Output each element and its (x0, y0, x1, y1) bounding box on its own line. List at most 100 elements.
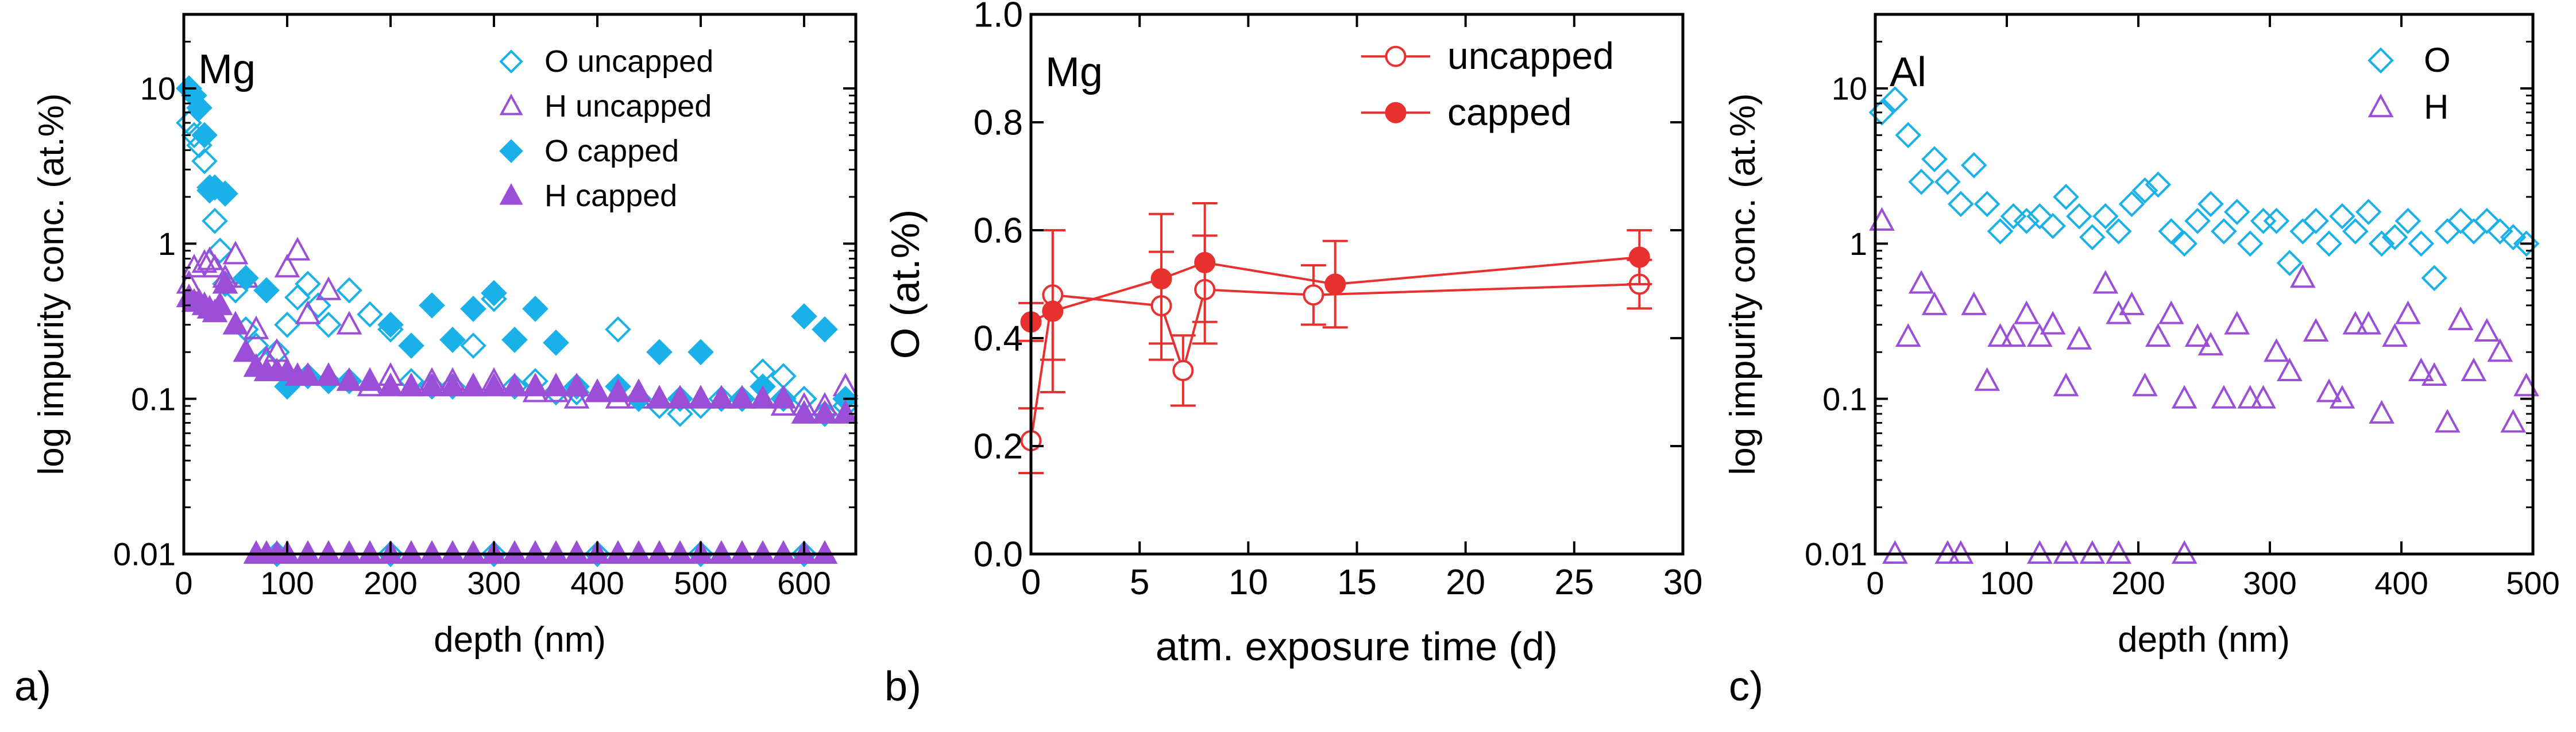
data-point (2395, 207, 2421, 234)
data-point (1934, 168, 1961, 195)
panel-c-ticks: 0 100 200 300 400 500 0.01 0.1 1 10 (1805, 13, 2560, 601)
data-point (2171, 230, 2197, 257)
legend-entry-o-capped: O capped (499, 134, 679, 168)
data-point (646, 385, 673, 409)
data-point (563, 385, 590, 409)
data-point (2131, 177, 2158, 204)
legend-label: O uncapped (544, 44, 713, 79)
panel-a-ticks: 0 100 200 300 400 500 600 0.01 0.1 1 10 (113, 13, 856, 601)
data-point (243, 315, 269, 339)
data-point (2066, 326, 2092, 350)
x-tick-label: 15 (1337, 563, 1377, 602)
x-tick-label: 0 (1866, 565, 1884, 601)
data-point (1948, 191, 1974, 218)
data-point (2303, 317, 2329, 342)
data-point (1895, 122, 1922, 149)
data-point (1961, 291, 1987, 315)
x-tick-label: 0 (1021, 563, 1041, 602)
y-tick-label: 0.01 (113, 536, 176, 572)
data-point (1987, 218, 2014, 245)
data-point (2264, 338, 2289, 362)
panel-a-y-axis-label: log impurity conc. (at.%) (32, 94, 71, 475)
series-h-capped (176, 270, 859, 564)
x-tick-label: 200 (364, 565, 417, 601)
data-point (2197, 331, 2224, 356)
data-point (419, 292, 445, 319)
data-point (419, 373, 445, 397)
data-point (2303, 207, 2329, 234)
data-point (2461, 357, 2487, 382)
data-point (460, 332, 486, 359)
data-point (2434, 409, 2461, 433)
data-point (1974, 367, 2000, 391)
data-point (2474, 317, 2500, 342)
y-tick-label: 0.0 (974, 535, 1023, 575)
data-point (274, 254, 300, 278)
legend-marker (2368, 47, 2394, 74)
y-tick-label: 1 (158, 226, 176, 262)
data-point (1921, 146, 1948, 173)
legend-entry-o: O (2368, 41, 2451, 79)
data-point (2119, 291, 2145, 315)
x-tick-label: 30 (1663, 563, 1703, 602)
data-point (605, 378, 631, 402)
y-tick-label: 0.8 (974, 103, 1023, 143)
data-point (2368, 230, 2395, 257)
data-point (191, 122, 218, 149)
data-point (2026, 323, 2053, 347)
y-tick-label: 1.0 (974, 0, 1023, 35)
x-tick-label: 400 (2374, 565, 2428, 601)
panel-c-label: c) (1729, 664, 1763, 710)
data-point (2237, 230, 2264, 257)
panel-c-legend: OH (2368, 41, 2451, 126)
data-point (357, 367, 383, 391)
panel-b-annotation: Mg (1045, 49, 1103, 95)
data-point (233, 338, 259, 362)
data-point (2355, 311, 2382, 335)
data-point (207, 237, 233, 264)
legend-marker (499, 183, 523, 205)
data-point (2132, 373, 2158, 397)
data-point (295, 270, 321, 297)
data-point (688, 385, 714, 409)
x-tick-label: 0 (175, 565, 192, 601)
data-point (1921, 291, 1948, 315)
legend-label: H uncapped (544, 89, 712, 123)
data-point (222, 311, 249, 335)
data-point (2250, 385, 2276, 409)
data-point (1042, 300, 1064, 322)
data-point (708, 385, 735, 409)
data-point (501, 373, 528, 397)
panel-c-plot-frame (1874, 13, 2535, 556)
data-point (2447, 306, 2474, 331)
y-tick-label: 0.1 (1822, 381, 1867, 417)
series-o (1868, 86, 2540, 292)
data-point (2421, 265, 2448, 292)
data-point (625, 378, 652, 402)
data-point (729, 385, 755, 409)
data-point (1172, 359, 1194, 381)
data-point (439, 373, 466, 397)
data-point (481, 280, 507, 307)
data-point (202, 254, 228, 278)
legend-label: uncapped (1447, 34, 1614, 77)
data-point (315, 276, 342, 300)
x-tick-label: 500 (2506, 565, 2559, 601)
data-point (1973, 191, 2000, 218)
x-tick-label: 10 (1229, 563, 1268, 602)
panel-a-x-axis-label: depth (nm) (434, 620, 606, 660)
data-point (295, 300, 321, 324)
data-point (2355, 199, 2382, 225)
legend-label: H capped (544, 179, 677, 213)
legend-entry-h-uncapped: H uncapped (499, 89, 712, 123)
data-point (1908, 168, 1934, 195)
panel-b-chart: 0 5 10 15 20 25 30 0.0 0.2 0.4 0.6 0.8 1.0 Mg uncapp… (883, 0, 1702, 710)
data-point (1987, 323, 2013, 347)
data-point (2184, 207, 2211, 234)
data-point (2092, 203, 2119, 230)
data-point (2000, 203, 2027, 230)
data-point (2040, 212, 2066, 239)
data-point (2223, 199, 2250, 225)
x-tick-label: 200 (2111, 565, 2165, 601)
